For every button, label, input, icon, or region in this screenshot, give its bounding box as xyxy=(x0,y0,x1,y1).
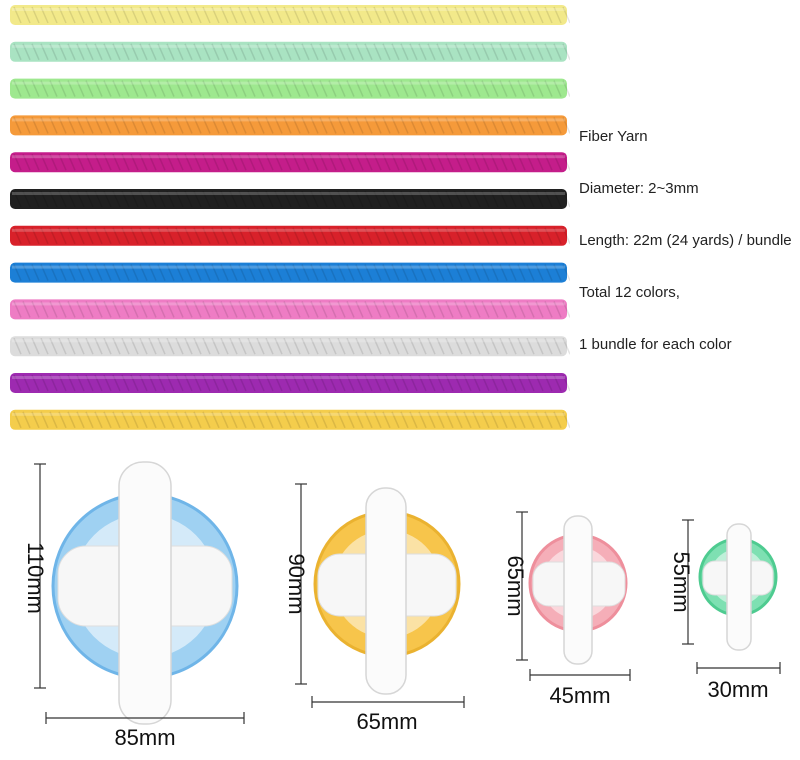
yarn-strand-orange xyxy=(10,115,571,136)
maker-green-width-label: 30mm xyxy=(707,677,768,702)
spec-material: Fiber Yarn xyxy=(579,128,648,145)
yarn-strand-mint xyxy=(10,41,571,62)
maker-yellow-height-label: 90mm xyxy=(284,553,309,614)
maker-blue-width-label: 85mm xyxy=(114,725,175,750)
spec-length: Length: 22m (24 yards) / bundle xyxy=(579,232,792,249)
yarn-strand-red xyxy=(10,225,571,246)
maker-green-clip xyxy=(726,523,752,651)
yarn-strand-black xyxy=(10,189,571,209)
yarn-strand-pink xyxy=(10,299,571,320)
maker-yellow-clip xyxy=(365,487,407,695)
pompom-maker-pink: 65mm 45mm xyxy=(503,511,631,708)
spec-diameter: Diameter: 2~3mm xyxy=(579,180,699,197)
spec-total-colors: Total 12 colors, xyxy=(579,284,680,301)
maker-yellow-width-label: 65mm xyxy=(356,709,417,734)
maker-blue-clip xyxy=(118,461,172,725)
maker-pink-clip xyxy=(563,515,593,665)
pompom-makers: 110mm 85mm 90mm 65mm xyxy=(0,440,800,755)
maker-pink-height-label: 65mm xyxy=(503,555,528,616)
pompom-maker-blue: 110mm 85mm xyxy=(23,461,245,750)
yarn-strands xyxy=(0,0,571,440)
maker-green-height-label: 55mm xyxy=(669,551,694,612)
maker-blue-height-label: 110mm xyxy=(23,542,48,614)
pompom-makers-drawing: 110mm 85mm 90mm 65mm xyxy=(23,461,781,750)
yarn-strand-magenta xyxy=(10,152,571,173)
spec-bundle-per-color: 1 bundle for each color xyxy=(579,336,732,353)
yarn-strand-light-gray xyxy=(10,336,571,357)
yarn-strand-blue xyxy=(10,262,571,283)
pompom-maker-green: 55mm 30mm xyxy=(669,519,781,702)
yarn-strands-drawing xyxy=(10,5,571,430)
yarn-specifications: Fiber Yarn Diameter: 2~3mm Length: 22m (… xyxy=(579,0,800,440)
yarn-strand-yellow xyxy=(10,5,571,25)
maker-pink-width-label: 45mm xyxy=(549,683,610,708)
pompom-maker-yellow: 90mm 65mm xyxy=(284,483,465,734)
yarn-strand-purple xyxy=(10,373,571,393)
yarn-strand-light-green xyxy=(10,78,571,99)
yarn-strand-golden-yellow xyxy=(10,409,571,430)
